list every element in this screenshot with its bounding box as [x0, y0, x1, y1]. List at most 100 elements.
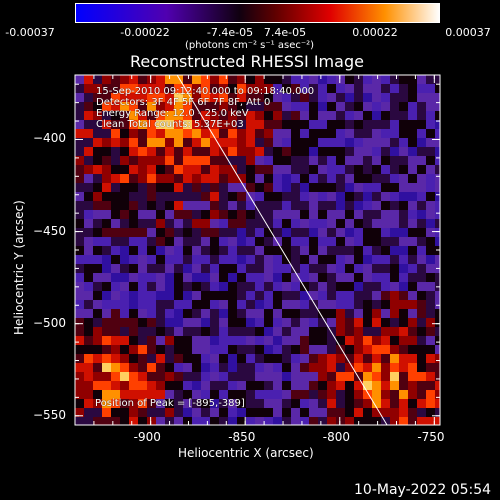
- heatmap-cell: [138, 228, 147, 237]
- heatmap-cell: [417, 147, 426, 156]
- heatmap-cell: [372, 111, 381, 120]
- heatmap-cell: [111, 102, 120, 111]
- heatmap-cell: [120, 390, 129, 399]
- heatmap-cell: [381, 183, 390, 192]
- heatmap-cell: [399, 102, 408, 111]
- heatmap-cell: [390, 372, 399, 381]
- heatmap-cell: [228, 363, 237, 372]
- heatmap-cell: [417, 192, 426, 201]
- heatmap-cell: [264, 282, 273, 291]
- heatmap-cell: [345, 336, 354, 345]
- heatmap-cell: [210, 93, 219, 102]
- heatmap-cell: [246, 201, 255, 210]
- colorbar-tick-label: -7.4e-05: [206, 26, 254, 39]
- heatmap-cell: [120, 327, 129, 336]
- colorbar-tick-label: -0.00037: [5, 26, 55, 39]
- heatmap-cell: [282, 399, 291, 408]
- heatmap-cell: [165, 273, 174, 282]
- heatmap-cell: [84, 174, 93, 183]
- heatmap-cell: [309, 174, 318, 183]
- heatmap-cell: [273, 120, 282, 129]
- heatmap-cell: [192, 381, 201, 390]
- heatmap-cell: [165, 363, 174, 372]
- heatmap-cell: [273, 174, 282, 183]
- heatmap-cell: [408, 381, 417, 390]
- heatmap-cell: [111, 246, 120, 255]
- heatmap-cell: [129, 408, 138, 417]
- heatmap-cell: [408, 246, 417, 255]
- heatmap-cell: [228, 237, 237, 246]
- heatmap-cell: [255, 408, 264, 417]
- heatmap-cell: [264, 147, 273, 156]
- heatmap-cell: [435, 273, 440, 282]
- heatmap-cell: [102, 318, 111, 327]
- heatmap-cell: [408, 102, 417, 111]
- heatmap-cell: [120, 129, 129, 138]
- heatmap-cell: [354, 345, 363, 354]
- heatmap-cell: [120, 93, 129, 102]
- heatmap-cell: [255, 120, 264, 129]
- heatmap-cell: [255, 417, 264, 425]
- heatmap-cell: [210, 165, 219, 174]
- heatmap-cell: [381, 138, 390, 147]
- heatmap-cell: [336, 273, 345, 282]
- heatmap-cell: [318, 309, 327, 318]
- heatmap-cell: [192, 165, 201, 174]
- heatmap-cell: [75, 345, 84, 354]
- heatmap-cell: [120, 417, 129, 425]
- heatmap-cell: [174, 336, 183, 345]
- heatmap-cell: [381, 408, 390, 417]
- heatmap-cell: [345, 417, 354, 425]
- heatmap-cell: [156, 192, 165, 201]
- heatmap-cell: [336, 336, 345, 345]
- heatmap-cell: [102, 399, 111, 408]
- heatmap-cell: [381, 264, 390, 273]
- heatmap-cell: [183, 309, 192, 318]
- heatmap-cell: [336, 300, 345, 309]
- heatmap-cell: [336, 363, 345, 372]
- heatmap-cell: [147, 318, 156, 327]
- heatmap-cell: [183, 192, 192, 201]
- heatmap-cell: [219, 345, 228, 354]
- heatmap-cell: [426, 264, 435, 273]
- heatmap-cell: [399, 264, 408, 273]
- heatmap-cell: [273, 300, 282, 309]
- heatmap-cell: [246, 219, 255, 228]
- heatmap-cell: [138, 147, 147, 156]
- heatmap-cell: [372, 237, 381, 246]
- heatmap-cell: [201, 363, 210, 372]
- heatmap-cell: [174, 246, 183, 255]
- heatmap-cell: [147, 309, 156, 318]
- heatmap-cell: [147, 273, 156, 282]
- heatmap-cell: [345, 219, 354, 228]
- heatmap-cell: [336, 129, 345, 138]
- heatmap-cell: [210, 399, 219, 408]
- heatmap-cell: [426, 75, 435, 84]
- heatmap-cell: [120, 363, 129, 372]
- colorbar-tick-label: -0.00022: [120, 26, 170, 39]
- heatmap-cell: [75, 237, 84, 246]
- heatmap-cell: [156, 390, 165, 399]
- heatmap-cell: [372, 426, 381, 435]
- heatmap-cell: [435, 120, 440, 129]
- heatmap-cell: [300, 192, 309, 201]
- heatmap-cell: [273, 354, 282, 363]
- heatmap-cell: [210, 156, 219, 165]
- heatmap-cell: [174, 354, 183, 363]
- heatmap-cell: [228, 399, 237, 408]
- heatmap-cell: [93, 147, 102, 156]
- heatmap-cell: [228, 417, 237, 425]
- heatmap-cell: [111, 93, 120, 102]
- heatmap-cell: [93, 255, 102, 264]
- heatmap-cell: [354, 381, 363, 390]
- heatmap-cell: [183, 264, 192, 273]
- heatmap-cell: [183, 174, 192, 183]
- heatmap-cell: [372, 75, 381, 84]
- heatmap-cell: [183, 291, 192, 300]
- heatmap-cell: [111, 354, 120, 363]
- heatmap-cell: [327, 219, 336, 228]
- heatmap-cell: [417, 264, 426, 273]
- heatmap-cell: [372, 129, 381, 138]
- heatmap-cell: [129, 219, 138, 228]
- heatmap-cell: [300, 75, 309, 84]
